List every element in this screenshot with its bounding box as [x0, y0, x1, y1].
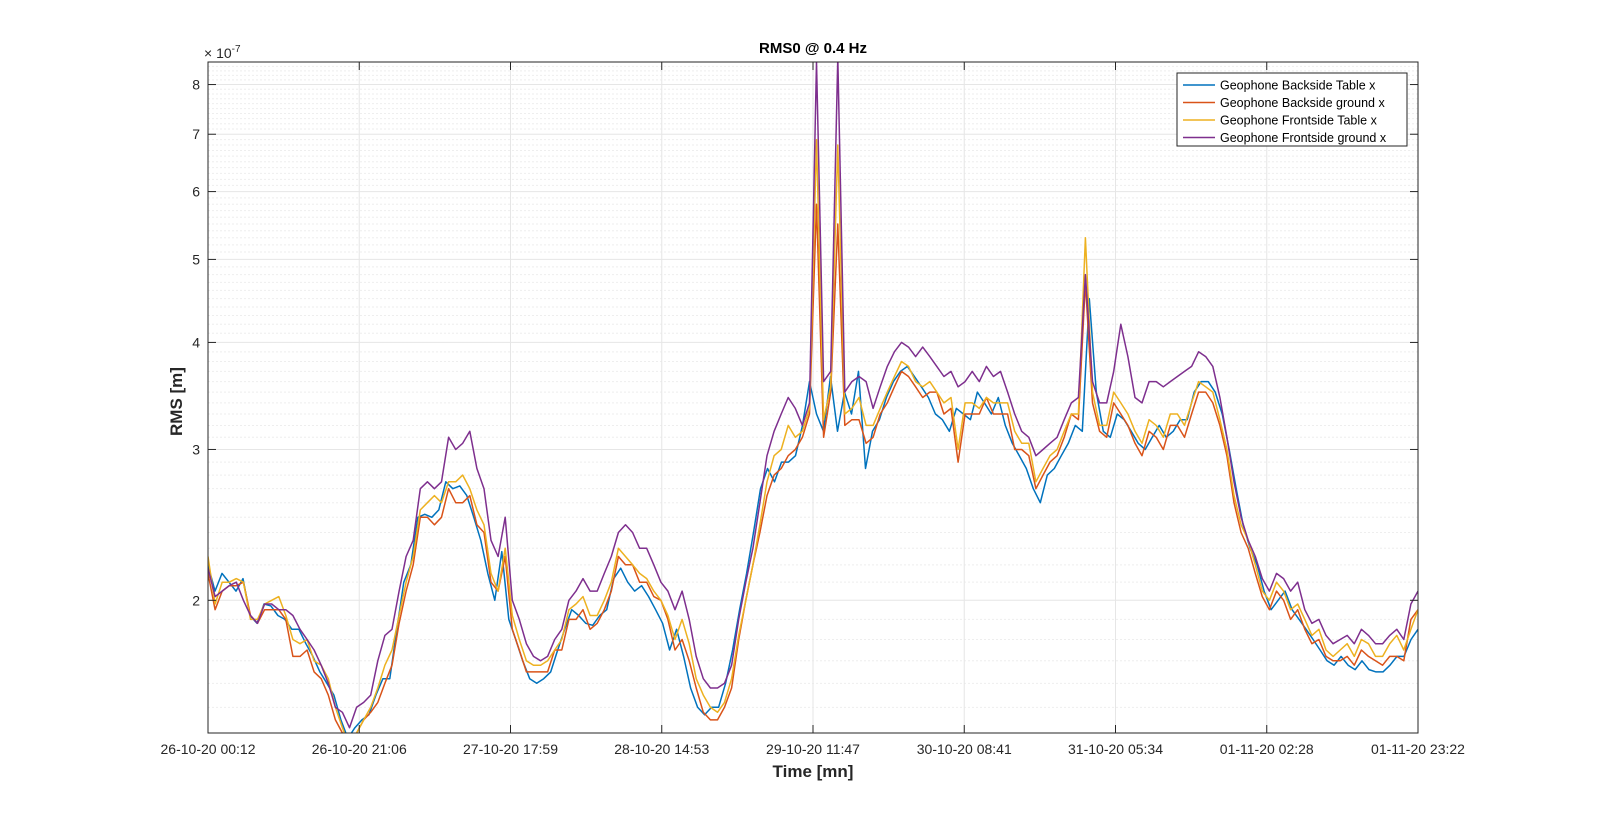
x-tick-label: 26-10-20 21:06 [312, 741, 407, 757]
y-axis-label: RMS [m] [167, 367, 186, 436]
x-tick-label: 01-11-20 23:22 [1371, 741, 1465, 757]
series-line-4 [208, 62, 1418, 729]
y-exponent-base: × 10 [204, 45, 232, 61]
chart-title: RMS0 @ 0.4 Hz [759, 40, 867, 57]
y-tick-label: 8 [192, 77, 200, 93]
y-tick-label: 5 [192, 251, 200, 267]
x-tick-label: 29-10-20 11:47 [766, 741, 860, 757]
legend: Geophone Backside Table x Geophone Backsi… [1176, 72, 1408, 147]
x-tick-label: 01-11-20 02:28 [1220, 741, 1314, 757]
series-line-3 [208, 138, 1418, 733]
y-tick-label: 4 [192, 334, 200, 350]
legend-label-4: Geophone Frontside ground x [1220, 131, 1387, 145]
x-tick-label: 28-10-20 14:53 [614, 741, 709, 757]
y-exponent-power: -7 [232, 44, 241, 55]
legend-label-3: Geophone Frontside Table x [1220, 114, 1378, 128]
legend-label-1: Geophone Backside Table x [1220, 79, 1376, 93]
series-line-2 [208, 203, 1418, 733]
y-tick-label: 3 [192, 441, 200, 457]
x-tick-label: 31-10-20 05:34 [1068, 741, 1163, 757]
y-tick-label: 6 [192, 184, 200, 200]
y-tick-label: 2 [192, 592, 200, 608]
legend-label-2: Geophone Backside ground x [1220, 96, 1385, 110]
y-exponent-label: × 10-7 [204, 44, 241, 61]
tick-layer: 2 3 4 5 6 7 8 26-10-20 00:12 26-10-20 21:06 27-10… [161, 62, 1465, 757]
series-layer [208, 62, 1418, 733]
x-tick-label: 27-10-20 17:59 [463, 741, 558, 757]
x-axis-label: Time [mn] [773, 762, 854, 781]
x-tick-label: 30-10-20 08:41 [917, 741, 1012, 757]
y-tick-label: 7 [192, 126, 200, 142]
x-tick-label: 26-10-20 00:12 [161, 741, 256, 757]
legend-box [1176, 72, 1408, 147]
